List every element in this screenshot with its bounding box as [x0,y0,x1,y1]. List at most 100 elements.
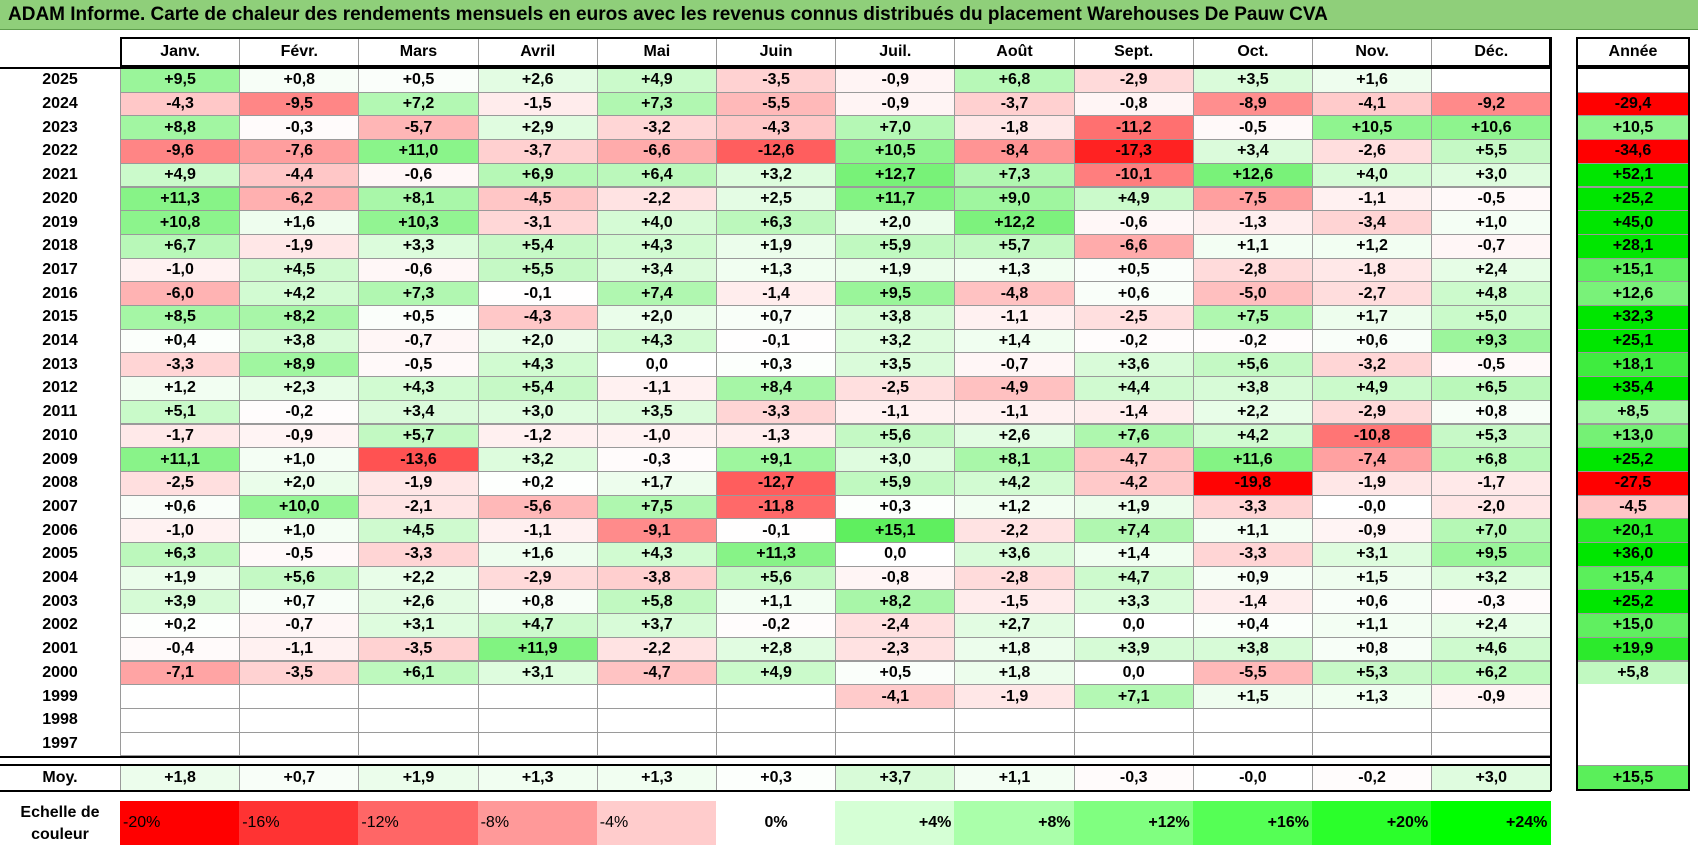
annual-cell: +25,2 [1576,589,1690,615]
heatmap-cell: -1,2 [477,423,598,449]
heatmap-cell: +6,3 [120,542,241,567]
heatmap-cell: +9,3 [1431,328,1552,354]
heatmap-cell: -7,1 [120,660,241,686]
heatmap-cell: +4,6 [1431,636,1552,662]
heatmap-cell [1431,731,1552,757]
heatmap-cell: -0,6 [1073,210,1194,235]
heatmap-cell: +5,7 [954,233,1075,259]
month-header: Juin [716,37,837,67]
heatmap-cell: +5,4 [477,233,598,259]
legend-swatch: +20% [1312,801,1433,845]
heatmap-cell: -6,6 [596,139,717,164]
annual-cell: +8,5 [1576,399,1690,425]
heatmap-cell: +4,3 [596,233,717,259]
heatmap-cell: +2,6 [954,423,1075,449]
heatmap-cell: -3,4 [1312,210,1433,235]
annual-cell: -29,4 [1576,91,1690,117]
heatmap-cell: -1,1 [1312,186,1433,212]
heatmap-cell: -2,6 [1312,139,1433,164]
heatmap-cell: +3,2 [716,162,837,188]
legend-swatch: -20% [120,801,241,845]
heatmap-cell: -3,3 [716,399,837,425]
annual-cell: +19,9 [1576,636,1690,662]
heatmap-cell: +6,2 [1431,660,1552,686]
month-header: Janv. [120,37,241,67]
heatmap-cell: -9,6 [120,139,241,164]
heatmap-cell: -4,7 [1073,447,1194,472]
average-cell: +0,3 [716,765,837,791]
legend-swatch: -8% [477,801,598,845]
heatmap-cell: -0,6 [358,257,479,283]
heatmap-cell: -12,7 [716,470,837,496]
heatmap-cell [358,684,479,709]
heatmap-cell: +6,7 [120,233,241,259]
heatmap-cell: -1,5 [477,91,598,117]
heatmap-cell: -2,5 [1073,305,1194,330]
heatmap-cell: +0,5 [358,305,479,330]
heatmap-cell: -0,8 [1073,91,1194,117]
year-label: 2000 [42,663,78,681]
year-label: 2020 [42,189,78,207]
heatmap-cell: +5,9 [835,233,956,259]
month-header: Mai [596,37,717,67]
heatmap-cell: +6,3 [716,210,837,235]
year-label: 2004 [42,569,78,587]
heatmap-cell: -4,2 [1073,470,1194,496]
heatmap-cell: -0,7 [358,328,479,354]
heatmap-cell: +3,2 [1431,565,1552,591]
year-label: 2015 [42,308,78,326]
heatmap-cell: -0,2 [239,399,360,425]
heatmap-cell: -1,0 [120,257,241,283]
heatmap-cell: -2,8 [1192,257,1313,283]
heatmap-cell: +1,0 [1431,210,1552,235]
heatmap-cell: +12,7 [835,162,956,188]
heatmap-cell: +7,0 [835,115,956,141]
average-cell: +3,0 [1431,765,1552,791]
heatmap-cell: +5,0 [1431,305,1552,330]
heatmap-cell: -1,4 [1192,589,1313,615]
average-cell: -0,0 [1192,765,1313,791]
heatmap-cell: -0,9 [1431,684,1552,709]
heatmap-cell: -3,7 [954,91,1075,117]
month-header: Mars [358,37,479,67]
heatmap-cell: -2,2 [596,186,717,212]
average-cell: -0,2 [1312,765,1433,791]
heatmap-cell: +0,5 [358,68,479,93]
heatmap-cell: +7,2 [358,91,479,117]
heatmap-cell: +2,7 [954,613,1075,638]
heatmap-cell: -0,1 [716,518,837,543]
heatmap-cell: +2,3 [239,376,360,401]
year-label: 2023 [42,118,78,136]
heatmap-cell: -9,2 [1431,91,1552,117]
heatmap-cell [358,707,479,733]
average-top-rule [0,764,1552,766]
annual-cell: +28,1 [1576,233,1690,259]
heatmap-cell: +3,6 [1073,352,1194,378]
legend-swatch: +8% [954,801,1075,845]
heatmap-cell: +4,3 [596,542,717,567]
heatmap-cell [120,707,241,733]
heatmap-cell: -1,7 [1431,470,1552,496]
annual-cell: +13,0 [1576,423,1690,449]
year-label: 2009 [42,450,78,468]
heatmap-cell: +0,8 [477,589,598,615]
heatmap-cell: -4,4 [239,162,360,188]
heatmap-cell: +2,0 [239,470,360,496]
heatmap-cell: +6,8 [954,68,1075,93]
month-header: Nov. [1312,37,1433,67]
heatmap-cell: -7,6 [239,139,360,164]
heatmap-cell: -4,1 [1312,91,1433,117]
heatmap-cell: +1,9 [1073,494,1194,520]
heatmap-cell: -0,9 [239,423,360,449]
heatmap-cell: +1,0 [239,518,360,543]
heatmap-cell: -2,9 [1312,399,1433,425]
heatmap-cell: +4,3 [596,328,717,354]
heatmap-cell: +5,5 [477,257,598,283]
heatmap-cell: +1,6 [239,210,360,235]
heatmap-cell [120,684,241,709]
heatmap-cell [120,731,241,757]
heatmap-cell: -0,5 [1431,186,1552,212]
heatmap-cell: +5,6 [835,423,956,449]
heatmap-cell: +4,3 [358,376,479,401]
heatmap-cell: +3,8 [239,328,360,354]
